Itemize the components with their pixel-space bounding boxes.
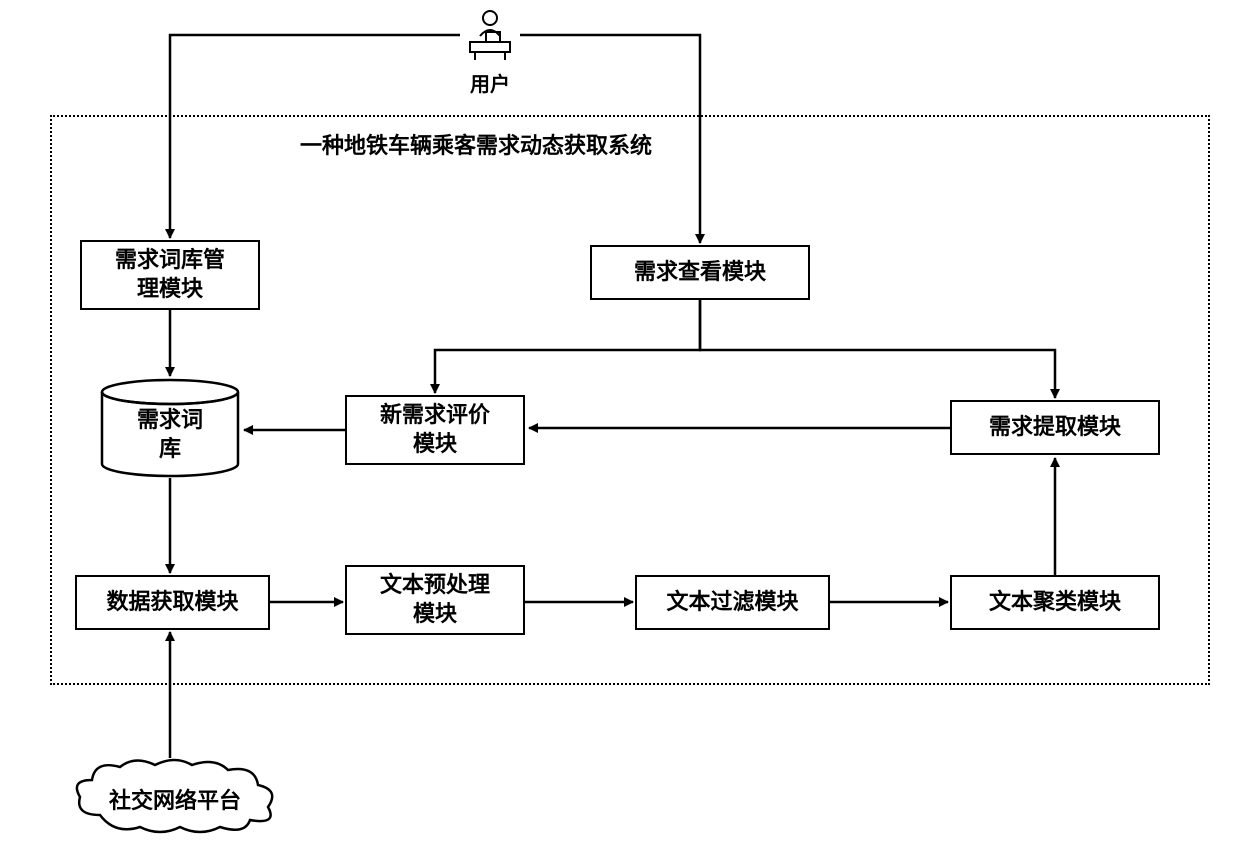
node-label: 文本预处理 模块: [380, 571, 490, 628]
node-data-acq: 数据获取模块: [75, 575, 270, 630]
node-text-cluster: 文本聚类模块: [950, 575, 1160, 630]
node-text-preproc: 文本预处理 模块: [345, 565, 525, 635]
node-label: 需求查看模块: [634, 258, 766, 287]
node-text-filter: 文本过滤模块: [635, 575, 830, 630]
node-view-module: 需求查看模块: [590, 245, 810, 300]
node-label: 需求提取模块: [989, 413, 1121, 442]
node-new-req-eval: 新需求评价 模块: [345, 395, 525, 465]
node-vocab-db: 需求词 库: [100, 378, 240, 478]
user-icon: [460, 8, 520, 60]
node-label: 文本过滤模块: [666, 588, 798, 617]
node-label: 新需求评价 模块: [380, 401, 490, 458]
node-label: 需求词 库: [100, 406, 240, 463]
node-req-extract: 需求提取模块: [950, 400, 1160, 455]
node-label: 文本聚类模块: [989, 588, 1121, 617]
node-vocab-mgmt: 需求词库管 理模块: [80, 240, 260, 310]
node-label: 需求词库管 理模块: [115, 246, 225, 303]
node-label: 社交网络平台: [70, 783, 280, 815]
system-container-label: 一种地铁车辆乘客需求动态获取系统: [300, 128, 652, 160]
node-label: 数据获取模块: [106, 588, 238, 617]
node-social-net: 社交网络平台: [70, 755, 280, 835]
user-label: 用户: [470, 68, 510, 97]
